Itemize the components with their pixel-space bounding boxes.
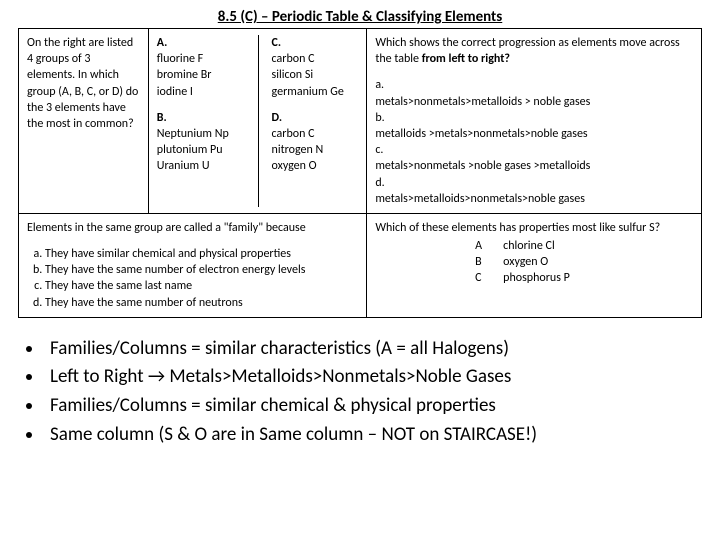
group-D-head: D. xyxy=(272,111,283,125)
q4-opt-C: phosphorus P xyxy=(503,270,593,286)
group-D-1: carbon C xyxy=(272,126,359,142)
bullet-1: Families/Columns = similar characteristi… xyxy=(44,336,702,362)
q4-prompt: Which of these elements has properties m… xyxy=(375,220,693,236)
q4-cell: Which of these elements has properties m… xyxy=(367,213,702,317)
q3-opt-a: They have similar chemical and physical … xyxy=(45,246,358,262)
group-D-3: oxygen O xyxy=(272,158,359,174)
slide-page: 8.5 (C) – Periodic Table & Classifying E… xyxy=(0,0,720,458)
group-C-head: C. xyxy=(272,36,282,50)
q4-opt-A: chlorine Cl xyxy=(503,238,593,254)
q3-opt-b: They have the same number of electron en… xyxy=(45,262,358,278)
answer-bullets: Families/Columns = similar characteristi… xyxy=(44,336,702,448)
group-C-1: carbon C xyxy=(272,51,359,67)
q2-opt-a: metals>nonmetals>metalloids > noble gase… xyxy=(375,94,693,110)
q3-opt-d: They have the same number of neutrons xyxy=(45,295,358,311)
q4-opt-B: oxygen O xyxy=(503,254,593,270)
table-row: Elements in the same group are called a … xyxy=(19,213,702,317)
q1-prompt: On the right are listed 4 groups of 3 el… xyxy=(27,36,138,131)
group-A-head: A. xyxy=(157,36,168,50)
col-CD: C. carbon C silicon Si germanium Ge D. c… xyxy=(272,35,359,175)
q1-prompt-cell: On the right are listed 4 groups of 3 el… xyxy=(19,29,149,214)
group-C-2: silicon Si xyxy=(272,67,359,83)
q3-cell: Elements in the same group are called a … xyxy=(19,213,367,317)
q2-opt-c: metals>nonmetals >noble gases >metalloid… xyxy=(375,158,693,174)
worksheet-table: On the right are listed 4 groups of 3 el… xyxy=(18,28,702,318)
q2-opt-d: metals>metalloids>nonmetals>noble gases xyxy=(375,191,693,207)
table-row: On the right are listed 4 groups of 3 el… xyxy=(19,29,702,214)
group-A-1: fluorine F xyxy=(157,51,244,67)
q2-cell: Which shows the correct progression as e… xyxy=(367,29,702,214)
group-B-2: plutonium Pu xyxy=(157,142,244,158)
q1-options-cell: A. fluorine F bromine Br iodine I B. Nep… xyxy=(148,29,367,214)
bullet-3: Families/Columns = similar chemical & ph… xyxy=(44,393,702,419)
group-C-3: germanium Ge xyxy=(272,84,359,100)
group-B-1: Neptunium Np xyxy=(157,126,244,142)
slide-title: 8.5 (C) – Periodic Table & Classifying E… xyxy=(18,8,702,28)
group-A-3: iodine I xyxy=(157,84,244,100)
group-B-3: Uranium U xyxy=(157,158,244,174)
bullet-2: Left to Right → Metals>Metalloids>Nonmet… xyxy=(44,364,702,390)
q2-prompt: Which shows the correct progression as e… xyxy=(375,35,693,67)
col-AB: A. fluorine F bromine Br iodine I B. Nep… xyxy=(157,35,244,175)
group-A-2: bromine Br xyxy=(157,67,244,83)
bullet-4: Same column (S & O are in Same column – … xyxy=(44,422,702,448)
group-D-2: nitrogen N xyxy=(272,142,359,158)
q3-prompt: Elements in the same group are called a … xyxy=(27,220,358,236)
group-B-head: B. xyxy=(157,111,167,125)
q3-opt-c: They have the same last name xyxy=(45,278,358,294)
q2-opt-b: metalloids >metals>nonmetals>noble gases xyxy=(375,126,693,142)
